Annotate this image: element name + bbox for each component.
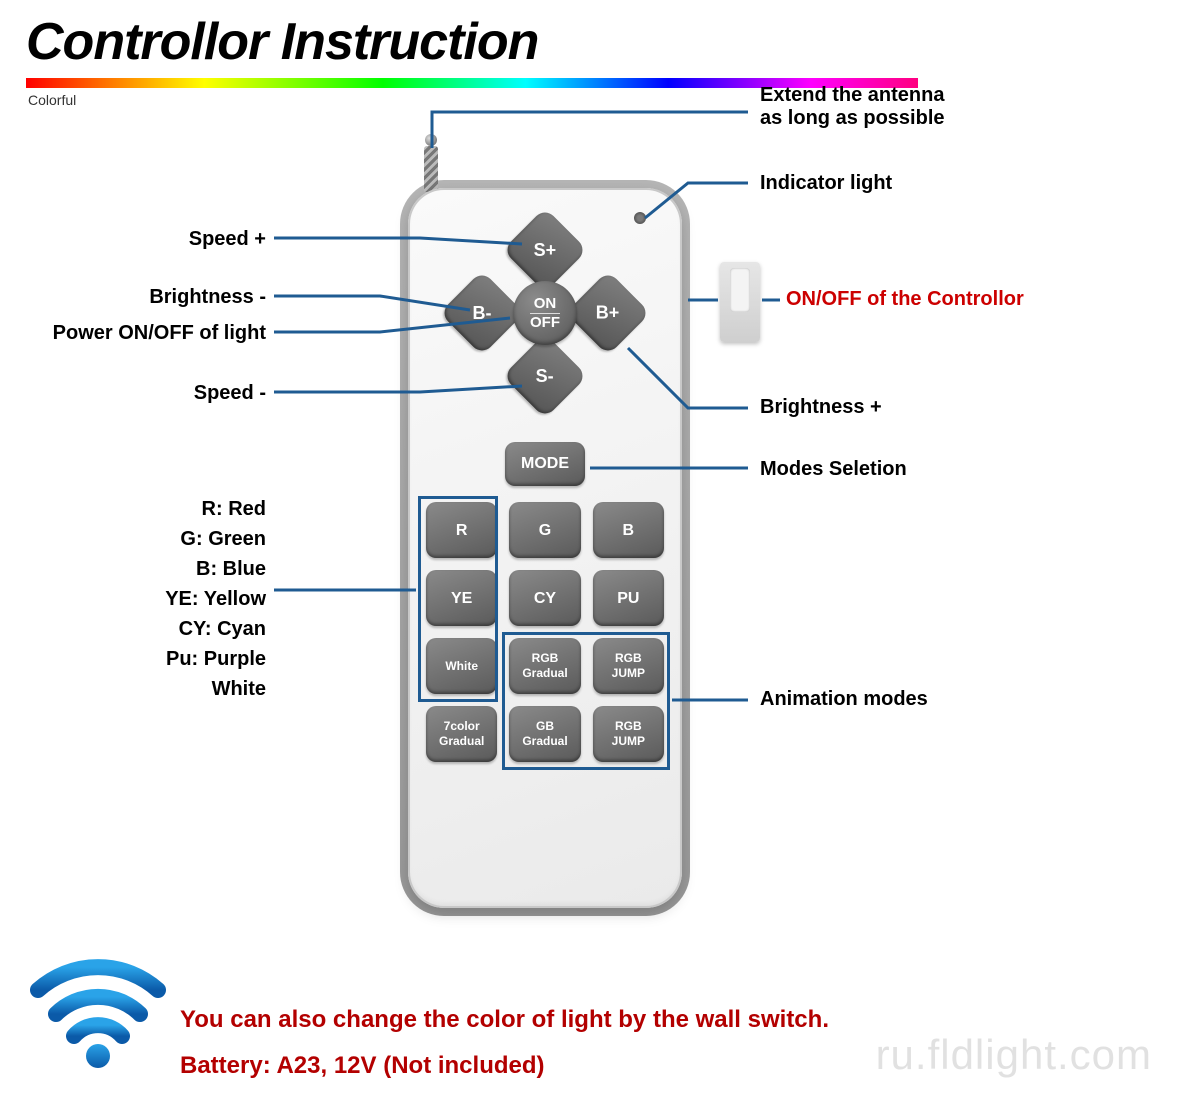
color-r-button[interactable]: R: [426, 502, 497, 558]
7color-gradual-button[interactable]: 7color Gradual: [426, 706, 497, 762]
page-title: Controllor Instruction: [26, 12, 538, 72]
rgb-jump-button[interactable]: RGB JUMP: [593, 638, 664, 694]
footer-line2: Battery: A23, 12V (Not included): [180, 1052, 545, 1080]
watermark: ru.fldlight.com: [876, 1031, 1152, 1079]
color-cy-button[interactable]: CY: [509, 570, 580, 626]
callout-indicator: Indicator light: [760, 172, 892, 195]
footer-line1: You can also change the color of light b…: [180, 1006, 829, 1034]
color-g-button[interactable]: G: [509, 502, 580, 558]
callout-brightness-minus: Brightness -: [26, 286, 266, 309]
rgb-jump2-button[interactable]: RGB JUMP: [593, 706, 664, 762]
dpad: S+ S- B- B+ ON OFF: [458, 226, 632, 400]
color-pu-button[interactable]: PU: [593, 570, 664, 626]
indicator-light: [634, 212, 646, 224]
side-switch[interactable]: [720, 262, 760, 342]
callout-antenna: Extend the antenna as long as possible: [760, 84, 945, 130]
callout-animation: Animation modes: [760, 688, 928, 711]
mode-button[interactable]: MODE: [505, 442, 585, 486]
color-ye-button[interactable]: YE: [426, 570, 497, 626]
color-white-button[interactable]: White: [426, 638, 497, 694]
power-button[interactable]: ON OFF: [513, 281, 577, 345]
callout-mode: Modes Seletion: [760, 458, 907, 481]
callout-speed-minus: Speed -: [26, 382, 266, 405]
callout-colors: R: Red G: Green B: Blue YE: Yellow CY: C…: [26, 494, 266, 704]
callout-onoff: ON/OFF of the Controllor: [786, 288, 1024, 311]
color-b-button[interactable]: B: [593, 502, 664, 558]
colorful-label: Colorful: [28, 92, 76, 108]
callout-brightness-plus: Brightness +: [760, 396, 882, 419]
wifi-icon: [28, 950, 168, 1070]
antenna: [424, 146, 438, 192]
callout-power: Power ON/OFF of light: [26, 322, 266, 345]
callout-speed-plus: Speed +: [26, 228, 266, 251]
color-grid: R G B YE CY PU White RGB Gradual RGB JUM…: [426, 502, 664, 762]
rgb-gradual-button[interactable]: RGB Gradual: [509, 638, 580, 694]
gb-gradual-button[interactable]: GB Gradual: [509, 706, 580, 762]
